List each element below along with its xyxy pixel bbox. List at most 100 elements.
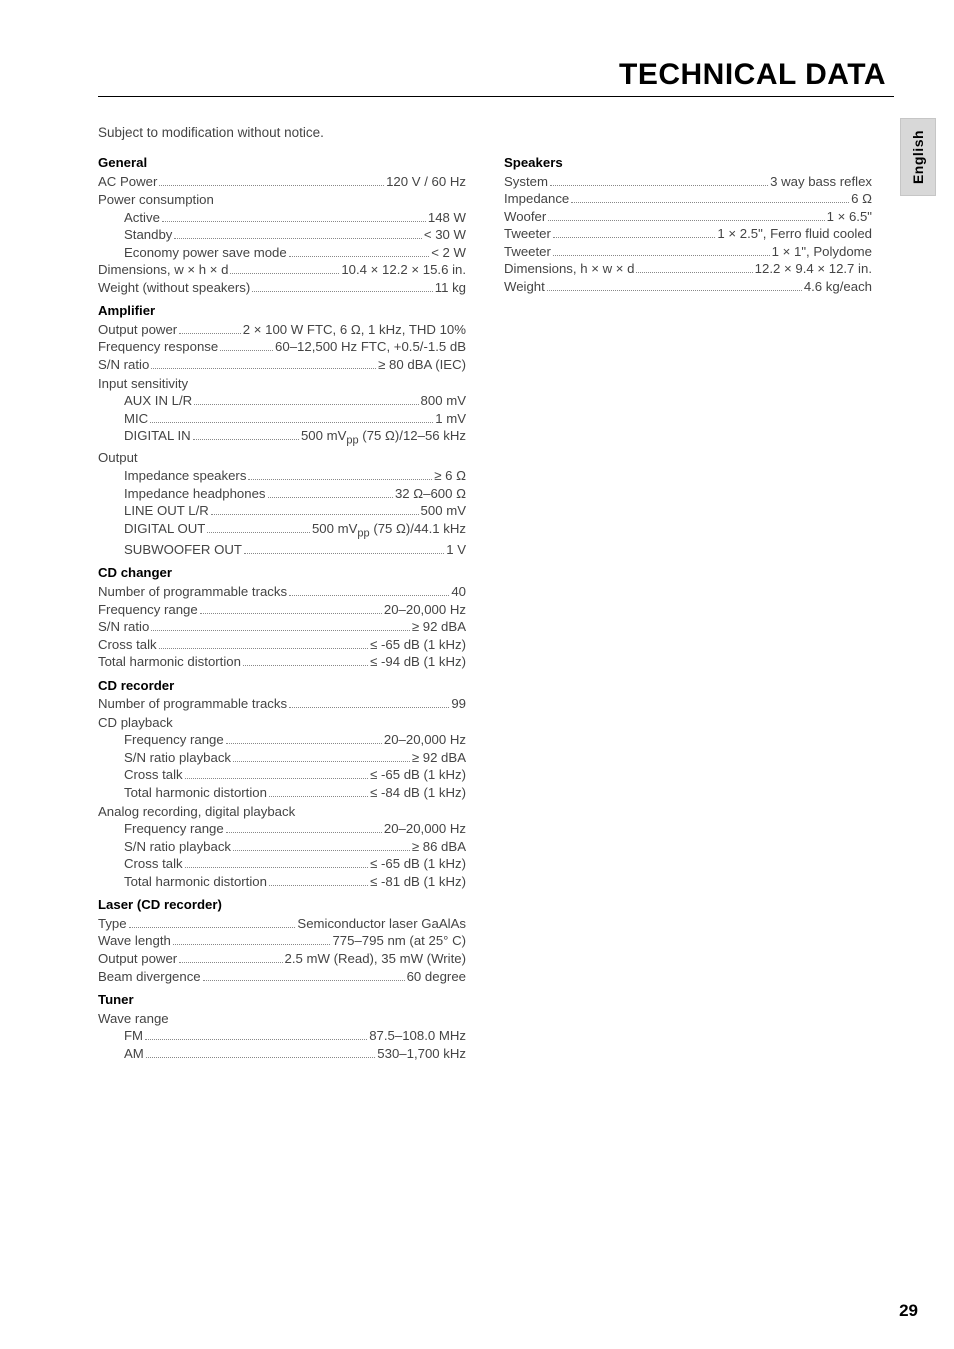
spec-label: LINE OUT L/R xyxy=(124,502,209,520)
spec-value: Semiconductor laser GaAlAs xyxy=(297,915,466,933)
leader-dots xyxy=(553,237,715,238)
spec-row: Total harmonic distortion≤ -81 dB (1 kHz… xyxy=(98,873,466,891)
spec-value: < 2 W xyxy=(431,244,466,262)
spec-value: 99 xyxy=(451,695,466,713)
spec-row: LINE OUT L/R500 mV xyxy=(98,502,466,520)
spec-label: AM xyxy=(124,1045,144,1063)
spec-label: S/N ratio playback xyxy=(124,838,231,856)
spec-label: Cross talk xyxy=(98,636,157,654)
page-title: TECHNICAL DATA xyxy=(98,58,886,92)
spec-label: Weight (without speakers) xyxy=(98,279,250,297)
spec-value: 1 × 6.5" xyxy=(827,208,872,226)
spec-value: < 30 W xyxy=(424,226,466,244)
leader-dots xyxy=(248,479,432,480)
leader-dots xyxy=(145,1039,367,1040)
spec-label: Cross talk xyxy=(124,855,183,873)
spec-value: 1 × 2.5", Ferro fluid cooled xyxy=(717,225,872,243)
spec-label: Economy power save mode xyxy=(124,244,287,262)
leader-dots xyxy=(173,944,331,945)
spec-value: 775–795 nm (at 25° C) xyxy=(332,932,466,950)
spec-value: 800 mV xyxy=(421,392,466,410)
leader-dots xyxy=(179,962,282,963)
spec-value: 4.6 kg/each xyxy=(804,278,872,296)
leader-dots xyxy=(230,273,339,274)
spec-label: FM xyxy=(124,1027,143,1045)
leader-dots xyxy=(269,885,368,886)
spec-row: AM 530–1,700 kHz xyxy=(98,1045,466,1063)
spec-row: Frequency range 20–20,000 Hz xyxy=(98,820,466,838)
leader-dots xyxy=(289,707,449,708)
spec-value: ≤ -94 dB (1 kHz) xyxy=(370,653,466,671)
section-laser: Laser (CD recorder) xyxy=(98,896,466,914)
spec-row: Total harmonic distortion≤ -94 dB (1 kHz… xyxy=(98,653,466,671)
section-speakers: Speakers xyxy=(504,154,872,172)
leader-dots xyxy=(194,404,418,405)
spec-value: 1 × 1", Polydome xyxy=(772,243,872,261)
spec-value: 1 V xyxy=(446,541,466,559)
wave-range-label: Wave range xyxy=(98,1010,466,1028)
spec-row: S/N ratio≥ 80 dBA (IEC) xyxy=(98,356,466,374)
spec-value: 500 mVpp (75 Ω)/12–56 kHz xyxy=(301,427,466,448)
leader-dots xyxy=(151,630,410,631)
leader-dots xyxy=(226,743,382,744)
spec-label: Active xyxy=(124,209,160,227)
spec-row: Number of programmable tracks 99 xyxy=(98,695,466,713)
spec-value: 87.5–108.0 MHz xyxy=(369,1027,466,1045)
spec-row: Economy power save mode < 2 W xyxy=(98,244,466,262)
spec-label: Frequency range xyxy=(98,601,198,619)
spec-value: 60 degree xyxy=(407,968,466,986)
spec-label: Tweeter xyxy=(504,243,551,261)
spec-row: Frequency range20–20,000 Hz xyxy=(98,731,466,749)
spec-label: Number of programmable tracks xyxy=(98,583,287,601)
spec-row: Output power2.5 mW (Read), 35 mW (Write) xyxy=(98,950,466,968)
leader-dots xyxy=(226,832,382,833)
leader-dots xyxy=(200,613,382,614)
spec-row: Wave length775–795 nm (at 25° C) xyxy=(98,932,466,950)
leader-dots xyxy=(129,927,296,928)
spec-label: AC Power xyxy=(98,173,157,191)
spec-label: Total harmonic distortion xyxy=(124,873,267,891)
spec-label: DIGITAL OUT xyxy=(124,520,205,538)
spec-value: 530–1,700 kHz xyxy=(377,1045,466,1063)
spec-row: Dimensions, h × w × d12.2 × 9.4 × 12.7 i… xyxy=(504,260,872,278)
spec-value: ≥ 80 dBA (IEC) xyxy=(378,356,466,374)
spec-value: 20–20,000 Hz xyxy=(384,731,466,749)
spec-label: Impedance headphones xyxy=(124,485,266,503)
spec-value: 6 Ω xyxy=(851,190,872,208)
spec-value: 2.5 mW (Read), 35 mW (Write) xyxy=(285,950,466,968)
spec-label: Dimensions, w × h × d xyxy=(98,261,228,279)
leader-dots xyxy=(244,553,444,554)
spec-label: Woofer xyxy=(504,208,546,226)
spec-row: S/N ratio playback≥ 92 dBA xyxy=(98,749,466,767)
leader-dots xyxy=(151,368,376,369)
spec-row: Woofer 1 × 6.5" xyxy=(504,208,872,226)
spec-value: 3 way bass reflex xyxy=(770,173,872,191)
spec-label: Frequency range xyxy=(124,820,224,838)
spec-label: Frequency response xyxy=(98,338,218,356)
section-cd-recorder: CD recorder xyxy=(98,677,466,695)
spec-label: S/N ratio xyxy=(98,618,149,636)
spec-value: 20–20,000 Hz xyxy=(384,820,466,838)
spec-row: Frequency range20–20,000 Hz xyxy=(98,601,466,619)
spec-row: Impedance headphones32 Ω–600 Ω xyxy=(98,485,466,503)
spec-value: 11 kg xyxy=(435,279,466,297)
leader-dots xyxy=(571,202,849,203)
leader-dots xyxy=(550,185,768,186)
spec-row: AUX IN L/R800 mV xyxy=(98,392,466,410)
leader-dots xyxy=(233,761,410,762)
spec-value: ≤ -65 dB (1 kHz) xyxy=(370,855,466,873)
spec-row: Type Semiconductor laser GaAlAs xyxy=(98,915,466,933)
spec-label: Type xyxy=(98,915,127,933)
spec-row: Output power2 × 100 W FTC, 6 Ω, 1 kHz, T… xyxy=(98,321,466,339)
language-tab-label: English xyxy=(910,130,926,184)
spec-value: 12.2 × 9.4 × 12.7 in. xyxy=(755,260,872,278)
spec-label: Impedance xyxy=(504,190,569,208)
spec-row: Impedance 6 Ω xyxy=(504,190,872,208)
leader-dots xyxy=(207,532,310,533)
spec-row: Impedance speakers≥ 6 Ω xyxy=(98,467,466,485)
spec-value: ≥ 86 dBA xyxy=(412,838,466,856)
spec-label: System xyxy=(504,173,548,191)
leader-dots xyxy=(185,778,368,779)
spec-label: Number of programmable tracks xyxy=(98,695,287,713)
spec-value: 1 mV xyxy=(435,410,466,428)
